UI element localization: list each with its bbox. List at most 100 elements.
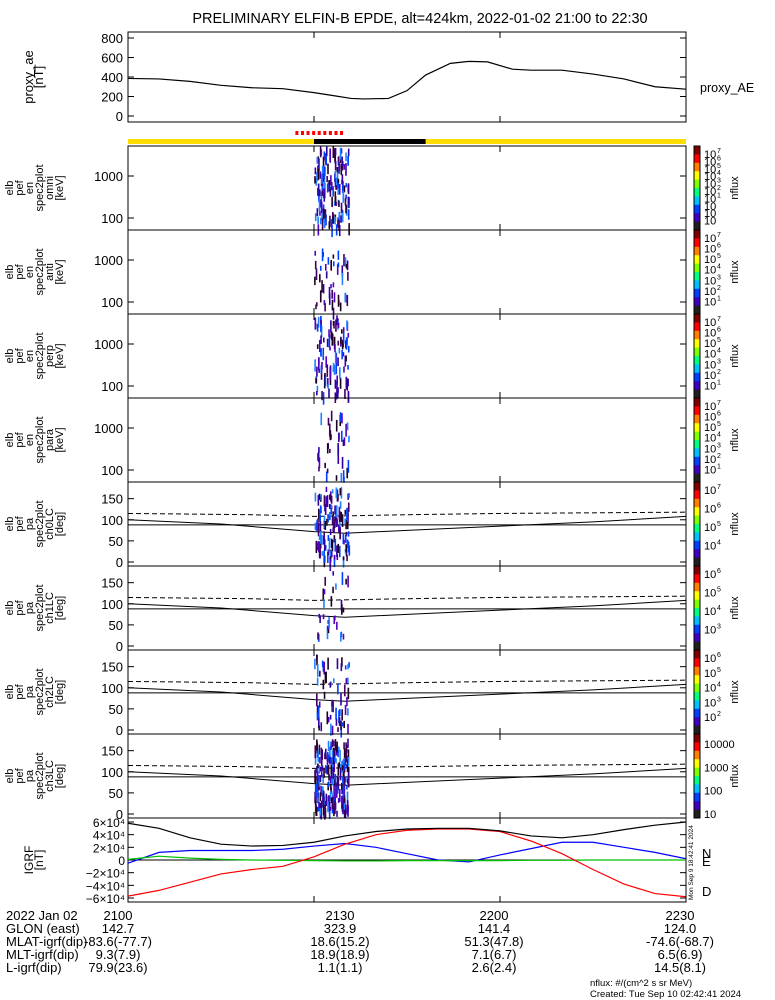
spectrogram-cell bbox=[319, 521, 322, 532]
ylabel-line: en bbox=[24, 182, 36, 194]
colorbar-label: nflux bbox=[729, 512, 741, 536]
spectrogram-cell bbox=[348, 493, 350, 498]
spectrogram-cell bbox=[318, 541, 321, 549]
spectrogram-cell bbox=[321, 280, 323, 293]
ylabel-line: [deg] bbox=[54, 680, 66, 704]
spectrogram-cell bbox=[330, 219, 333, 224]
spectrogram-cell bbox=[340, 163, 343, 170]
spectrogram-cell bbox=[339, 147, 342, 160]
spectrogram-cell bbox=[326, 443, 329, 454]
legend-E: E bbox=[702, 854, 711, 869]
spectrogram-cell bbox=[324, 545, 327, 551]
spectrogram-cell bbox=[328, 503, 331, 509]
spectrogram-cell bbox=[316, 664, 319, 677]
spectrogram-cell bbox=[347, 664, 349, 670]
spectrogram-cell bbox=[337, 181, 340, 189]
spectrogram-cell bbox=[340, 632, 342, 642]
spectrogram-cell bbox=[342, 759, 345, 770]
spectrogram-cell bbox=[320, 365, 323, 374]
spectrogram-cell bbox=[323, 768, 325, 778]
colorbar-tick-label: 10 bbox=[704, 370, 716, 382]
spectrogram-cell bbox=[338, 432, 340, 443]
spectrogram-cell bbox=[344, 292, 347, 302]
spectrogram-cell bbox=[323, 539, 326, 551]
spectrogram-cell bbox=[333, 678, 335, 684]
ephemeris-value: 14.5(8.1) bbox=[654, 960, 706, 975]
spectrogram-cell bbox=[318, 784, 321, 791]
spectrogram-marks bbox=[317, 571, 349, 642]
spectrogram-cell bbox=[341, 765, 344, 771]
spectrogram-cell bbox=[337, 777, 340, 791]
spectrogram-cell bbox=[316, 156, 319, 164]
colorbar-tick-exp: 6 bbox=[717, 243, 721, 250]
colorbar-tick-exp: 6 bbox=[717, 652, 721, 659]
spectrogram-cell bbox=[345, 742, 347, 755]
spectrogram-cell bbox=[330, 331, 333, 340]
colorbar-segment bbox=[694, 255, 700, 265]
colorbar-tick-label: 10 bbox=[704, 349, 716, 361]
spectrogram-cell bbox=[337, 340, 340, 346]
spectrogram-cell bbox=[322, 173, 325, 182]
colorbar-tick-label: 10 bbox=[704, 422, 716, 434]
colorbar-segment bbox=[694, 792, 700, 802]
spectrogram-cell bbox=[338, 347, 341, 354]
ylabel-line: elb bbox=[4, 265, 16, 280]
spectrogram-cell bbox=[346, 260, 349, 271]
anti-loss-cone-line bbox=[127, 511, 687, 517]
spectrogram-cell bbox=[333, 794, 335, 808]
spectrogram-cell bbox=[319, 290, 322, 303]
spectrogram-cell bbox=[340, 663, 343, 672]
colorbar-segment bbox=[694, 347, 700, 357]
spectrogram-cell bbox=[332, 254, 335, 259]
spectrogram-cell bbox=[314, 784, 317, 797]
colorbar-tick-exp: 2 bbox=[717, 285, 721, 292]
ylabel-line: pa bbox=[24, 517, 36, 530]
spectrogram-cell bbox=[329, 448, 331, 454]
spectrogram-cell bbox=[345, 337, 348, 350]
ephemeris-value: 2230 bbox=[666, 908, 695, 923]
spectrogram-cell bbox=[328, 180, 331, 192]
spectrogram-cell bbox=[332, 521, 335, 533]
spectrogram-cell bbox=[324, 800, 326, 809]
spectrogram-cell bbox=[329, 346, 331, 351]
colorbar-tick-label: 10 bbox=[704, 541, 716, 553]
colorbar-tick-exp: 7 bbox=[717, 400, 721, 407]
spectrogram-cell bbox=[331, 203, 333, 208]
colorbar-tick-exp: 5 bbox=[717, 337, 721, 344]
spectrogram-cell bbox=[341, 339, 344, 350]
spectrogram-cell bbox=[320, 201, 323, 214]
colorbar-tick-exp: 4 bbox=[717, 540, 721, 547]
ylabel-line: elb bbox=[4, 769, 16, 784]
spectrogram-cell bbox=[336, 810, 338, 817]
colorbar-segment bbox=[694, 465, 700, 475]
ylabel-line: elb bbox=[4, 517, 16, 532]
spectrogram-cell bbox=[323, 300, 326, 306]
spectrogram-cell bbox=[342, 534, 345, 544]
colorbar-tick-label: 10 bbox=[704, 328, 716, 340]
colorbar-label: nflux bbox=[729, 680, 741, 704]
spectrogram-cell bbox=[337, 763, 340, 776]
spectrogram-cell bbox=[341, 457, 344, 469]
colorbar-segment bbox=[694, 204, 700, 214]
spectrogram-cell bbox=[325, 271, 328, 279]
colorbar-tick-exp: 2 bbox=[717, 711, 721, 718]
colorbar-segment bbox=[694, 196, 700, 206]
spectrogram-cell bbox=[314, 276, 316, 286]
spectrogram-cell bbox=[347, 271, 349, 281]
spectrogram-cell bbox=[344, 776, 347, 783]
spectrogram-cell bbox=[318, 158, 320, 172]
colorbar-segment bbox=[694, 692, 700, 701]
spectrogram-cell bbox=[341, 329, 343, 334]
spectrogram-cell bbox=[344, 534, 347, 543]
spectrogram-cell bbox=[317, 216, 319, 224]
spectrogram-cell bbox=[340, 720, 342, 730]
spectrogram-cell bbox=[339, 377, 342, 389]
y-tick-label: 100 bbox=[101, 765, 123, 780]
spectrogram-cell bbox=[341, 212, 344, 223]
colorbar-segment bbox=[694, 162, 700, 172]
spectrogram-cell bbox=[322, 790, 325, 801]
colorbar-tick-label: 10 bbox=[704, 149, 716, 161]
spectrogram-cell bbox=[316, 366, 318, 377]
colorbar-tick-label: 10 bbox=[704, 668, 716, 680]
spectrogram-cell bbox=[320, 348, 322, 357]
